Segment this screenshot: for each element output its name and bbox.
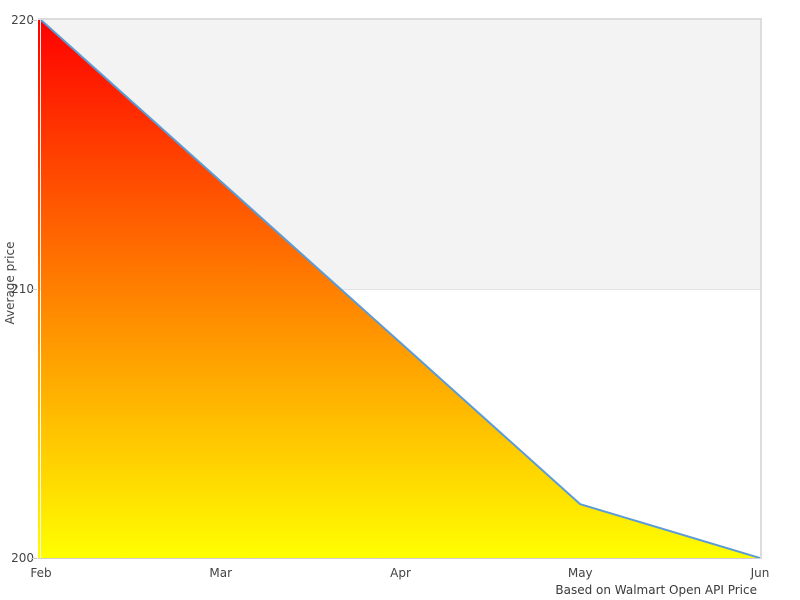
x-tick-label-may: May xyxy=(567,566,593,580)
y-tick-label-220: 220 xyxy=(11,13,34,27)
y-tick-mark-220 xyxy=(31,20,37,21)
plot-svg xyxy=(38,20,760,558)
plot-area xyxy=(38,18,762,559)
x-tick-label-apr: Apr xyxy=(390,566,411,580)
chart-caption: Based on Walmart Open API Price xyxy=(555,583,757,597)
x-tick-label-jun: Jun xyxy=(750,566,770,580)
y-tick-mark-210 xyxy=(31,289,37,290)
area-left-edge-strip xyxy=(38,20,40,558)
y-tick-label-200: 200 xyxy=(11,551,34,565)
x-tick-label-mar: Mar xyxy=(209,566,233,580)
area-series-line xyxy=(40,20,760,558)
y-tick-mark-200 xyxy=(31,558,37,559)
y-tick-label-210: 210 xyxy=(11,282,34,296)
area-series-fill xyxy=(41,20,760,558)
x-tick-label-feb: Feb xyxy=(30,566,52,580)
